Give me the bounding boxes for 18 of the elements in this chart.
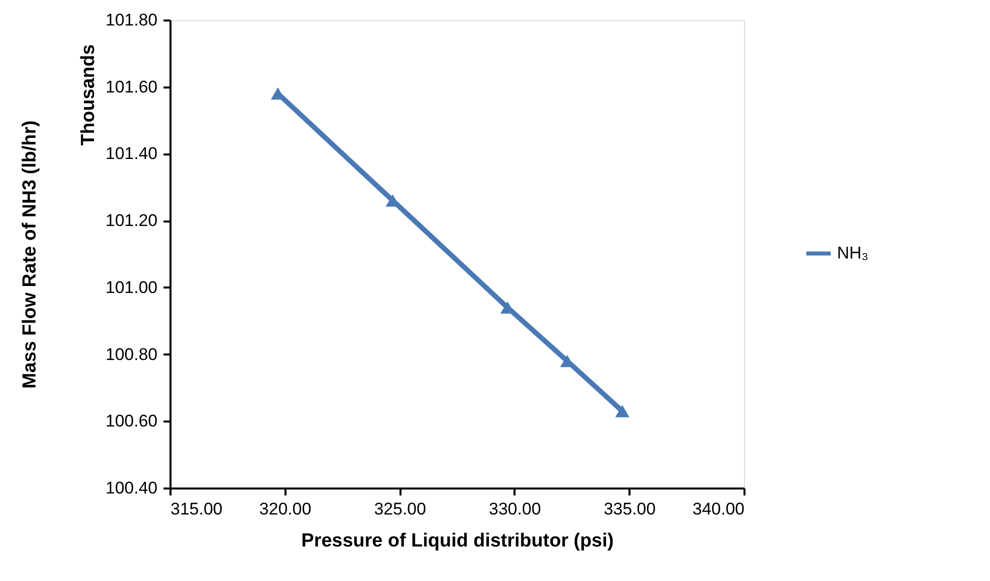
text: Thousands [78, 44, 99, 146]
y-tick-label: 101.00 [106, 278, 158, 297]
x-tick-label: 330.00 [488, 500, 541, 518]
legend-label: NH₃ [837, 244, 868, 262]
y-tick-label: 101.20 [106, 211, 158, 230]
y-tick-label: 101.40 [106, 144, 158, 164]
y-axis-title: Mass Flow Rate of NH3 (lb/hr) [20, 120, 41, 389]
y-tick-label: 100.40 [106, 478, 158, 498]
x-axis-title: Pressure of Liquid distributor (psi) [301, 530, 614, 552]
x-tick-label: 320.00 [259, 500, 312, 518]
x-tick-label: 335.00 [604, 500, 656, 518]
y-tick-label: 101.60 [106, 77, 158, 96]
y-tick-label: 100.80 [106, 344, 158, 364]
y-tick-label: 101.80 [106, 10, 158, 30]
x-tick-label: 315.00 [170, 500, 222, 518]
y-tick-label: 100.60 [106, 412, 158, 431]
x-tick-label: 340.00 [692, 500, 744, 518]
x-tick-label: 325.00 [374, 500, 426, 518]
